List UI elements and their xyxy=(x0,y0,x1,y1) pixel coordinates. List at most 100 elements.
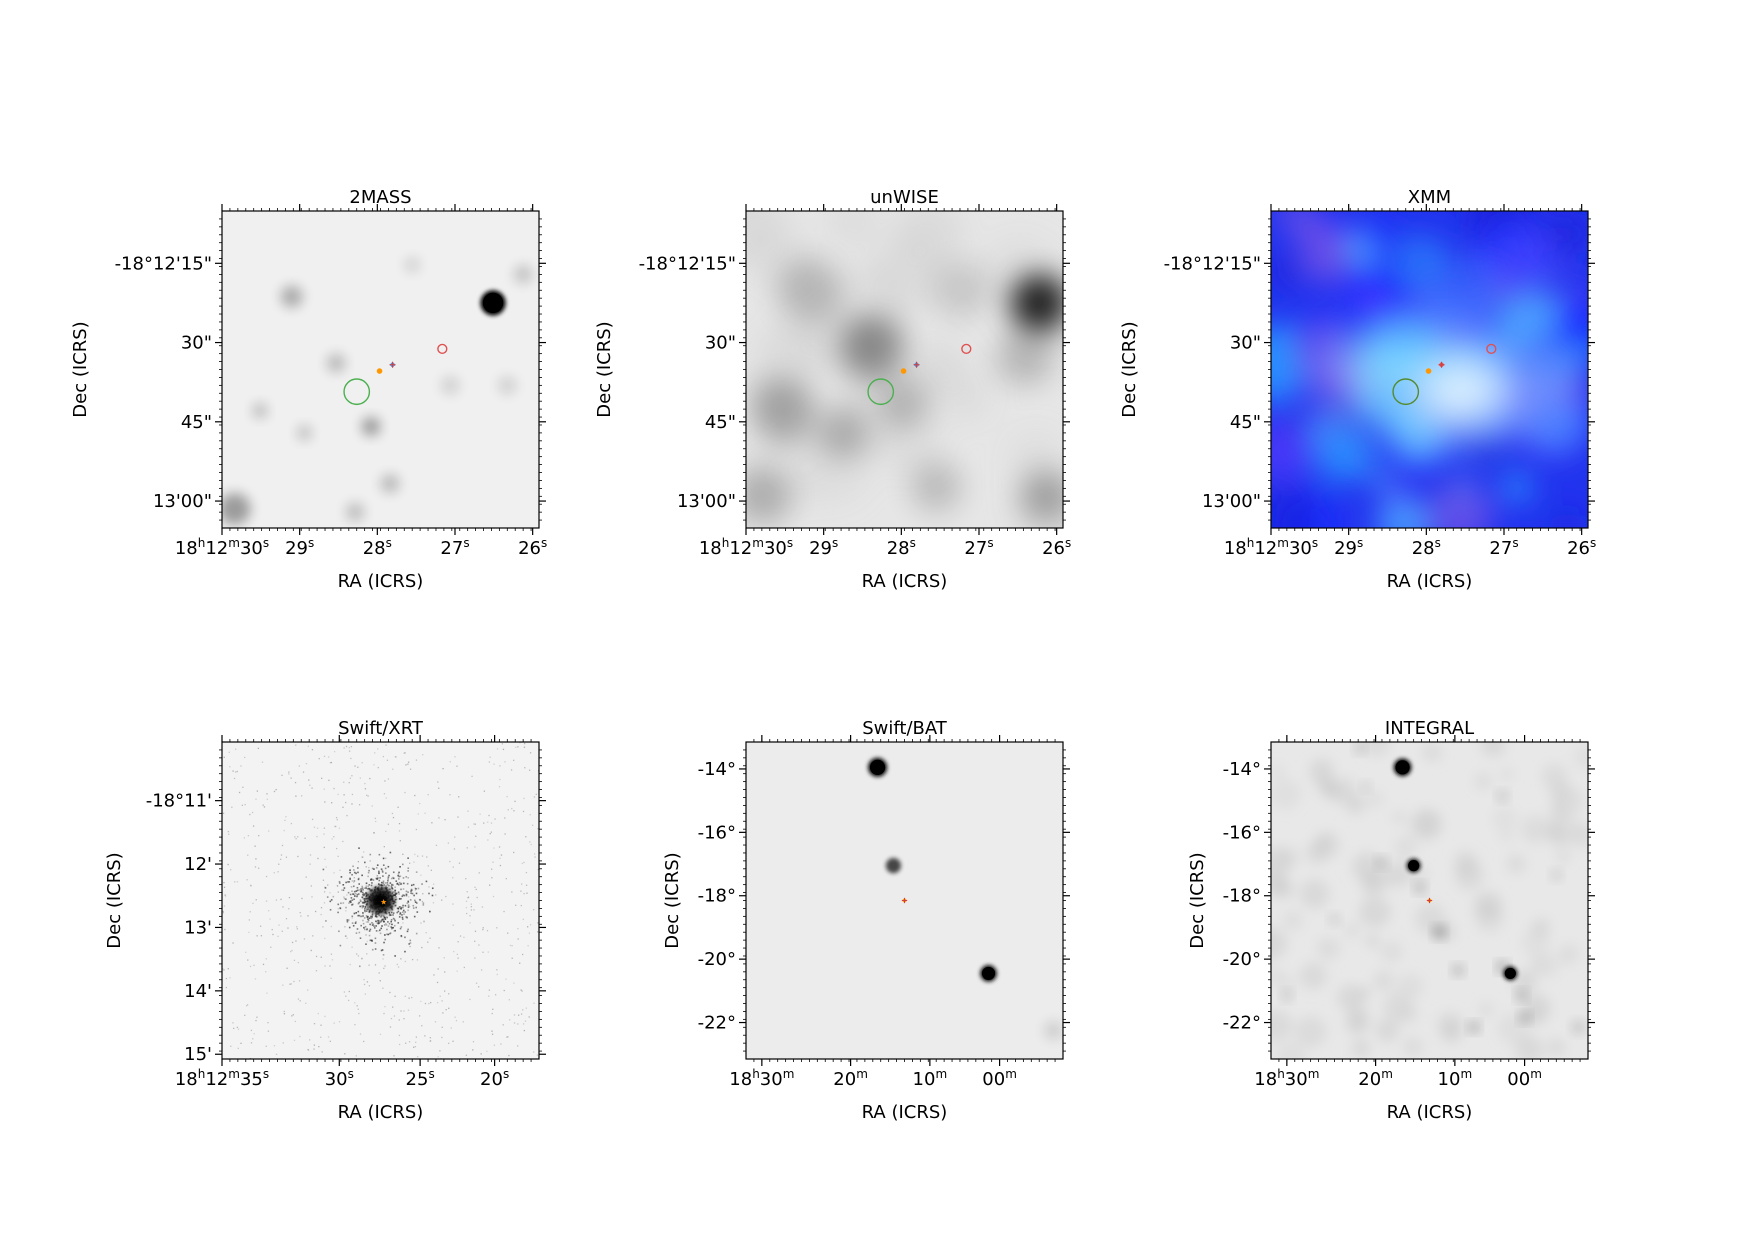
source-blob xyxy=(996,328,1054,386)
y-axis-label: Dec (ICRS) xyxy=(104,852,125,948)
panel-unwise: unWISE 18h12m30s 29s 28s 27s 26s RA (ICRS) -18°… xyxy=(594,187,1071,592)
source-blob xyxy=(879,375,930,427)
x-tick-label: 20s xyxy=(480,1067,509,1090)
position-markers xyxy=(380,899,387,905)
source-blob xyxy=(1497,790,1508,801)
source-core xyxy=(1504,967,1516,979)
source-blob xyxy=(1354,743,1365,754)
x-tick-label: 29s xyxy=(285,536,314,559)
source-blob xyxy=(497,375,517,395)
error-circle-marker xyxy=(1486,343,1497,355)
source-blob xyxy=(910,461,962,513)
source-blob xyxy=(326,353,346,373)
x-tick-label: 27s xyxy=(440,536,469,559)
x-tick-label: 20m xyxy=(1358,1067,1393,1090)
y-tick-label: -14° xyxy=(698,759,736,780)
y-tick-label: -20° xyxy=(1223,949,1261,970)
source-blob xyxy=(1329,914,1340,925)
x-tick-label: 18h12m30s xyxy=(1224,536,1318,559)
y-tick-label: 14' xyxy=(184,981,212,1002)
x-tick-label: 18h12m35s xyxy=(175,1067,269,1090)
source-blob xyxy=(1452,965,1464,976)
x-tick-label: 18h30m xyxy=(1254,1067,1319,1090)
source-blob xyxy=(1021,470,1063,522)
y-tick-label: -22° xyxy=(1223,1013,1261,1034)
x-axis: 18h12m30s 29s 28s 27s 26s xyxy=(1224,204,1596,559)
source-blob xyxy=(841,315,905,380)
x-axis: 18h12m30s 29s 28s 27s 26s xyxy=(175,204,547,559)
source-blob xyxy=(746,467,791,525)
y-axis: -18°12'15" 30" 45" 13'00" xyxy=(639,253,1070,512)
x-tick-label: 30s xyxy=(325,1067,354,1090)
source-core xyxy=(482,292,504,314)
source-blob xyxy=(513,264,533,284)
x-tick-label: 18h12m30s xyxy=(699,536,793,559)
y-tick-label: 45" xyxy=(705,412,736,433)
x-axis-label: RA (ICRS) xyxy=(338,571,424,592)
source-blob xyxy=(885,858,902,874)
panel-xmm: XMM 18h12m30s 29s 28s 27s 26s RA (ICRS) -18°12'… xyxy=(1119,187,1596,592)
panel-bat: Swift/BAT 18h30m 20m 10m 00m RA (ICRS) -14° -16… xyxy=(662,718,1070,1123)
panel-xrt: Swift/XRT 18h12m35s 30s 25s 20s RA (ICRS) -18°… xyxy=(104,718,546,1123)
panel-title: Swift/XRT xyxy=(338,718,424,739)
source-blob xyxy=(345,502,365,522)
source-blob xyxy=(815,407,867,459)
y-tick-label: -22° xyxy=(698,1013,736,1034)
error-circle-marker xyxy=(343,378,371,406)
y-tick-label: 30" xyxy=(1230,333,1261,354)
panel-image xyxy=(746,211,1063,528)
y-axis: -14° -16° -18° -20° -22° xyxy=(698,759,1070,1034)
panel-title: XMM xyxy=(1408,187,1451,208)
minor-ticks xyxy=(219,208,542,531)
y-tick-label: -20° xyxy=(698,949,736,970)
sources xyxy=(868,757,1063,1040)
source-blob xyxy=(280,285,303,308)
x-tick-label: 18h12m30s xyxy=(175,536,269,559)
position-markers xyxy=(1426,897,1433,904)
source-blob xyxy=(296,424,313,441)
error-circle-marker xyxy=(961,343,972,355)
y-tick-label: -18°12'15" xyxy=(639,253,736,274)
y-axis-label: Dec (ICRS) xyxy=(70,321,91,417)
position-dot-marker xyxy=(376,368,383,374)
panel-title: Swift/BAT xyxy=(862,718,948,739)
x-tick-label: 26s xyxy=(518,536,547,559)
y-tick-label: 45" xyxy=(181,412,212,433)
position-dot-marker xyxy=(1425,368,1432,374)
minor-ticks xyxy=(743,208,1066,531)
panel-image xyxy=(222,742,539,1059)
x-tick-label: 28s xyxy=(1412,536,1441,559)
y-tick-label: -14° xyxy=(1223,759,1261,780)
x-tick-label: 29s xyxy=(1334,536,1363,559)
position-dot-marker xyxy=(900,368,907,374)
panel-integral: INTEGRAL 18h30m 20m 10m 00m RA (ICRS) -14° -16°… xyxy=(1187,718,1595,1123)
y-axis: -18°12'15" 30" 45" 13'00" xyxy=(115,253,546,512)
y-axis: -18°12'15" 30" 45" 13'00" xyxy=(1164,253,1595,512)
position-markers xyxy=(343,343,448,406)
position-cross-marker xyxy=(389,361,396,368)
panel-title: 2MASS xyxy=(349,187,411,208)
x-axis-label: RA (ICRS) xyxy=(1387,571,1473,592)
x-axis: 18h12m30s 29s 28s 27s 26s xyxy=(699,204,1071,559)
x-tick-label: 20m xyxy=(833,1067,868,1090)
position-cross-marker xyxy=(1438,361,1445,368)
source-blob xyxy=(404,256,421,273)
y-tick-label: 30" xyxy=(705,333,736,354)
minor-ticks xyxy=(219,739,542,1062)
x-tick-label: 26s xyxy=(1567,536,1596,559)
y-axis-label: Dec (ICRS) xyxy=(1187,852,1208,948)
panel-title: INTEGRAL xyxy=(1385,718,1474,739)
x-tick-label: 00m xyxy=(982,1067,1017,1090)
y-tick-label: -16° xyxy=(1223,822,1261,843)
source-blob xyxy=(1551,870,1562,881)
error-circle-marker xyxy=(437,343,448,355)
x-tick-label: 18h30m xyxy=(729,1067,794,1090)
source-core xyxy=(1395,760,1410,775)
position-cross-marker xyxy=(1426,897,1433,904)
y-tick-label: -18°12'15" xyxy=(1164,253,1261,274)
y-axis-label: Dec (ICRS) xyxy=(594,321,615,417)
y-tick-label: 15' xyxy=(184,1044,212,1065)
x-tick-label: 28s xyxy=(363,536,392,559)
source-blob xyxy=(1376,857,1388,868)
source-blob xyxy=(1281,990,1292,1001)
